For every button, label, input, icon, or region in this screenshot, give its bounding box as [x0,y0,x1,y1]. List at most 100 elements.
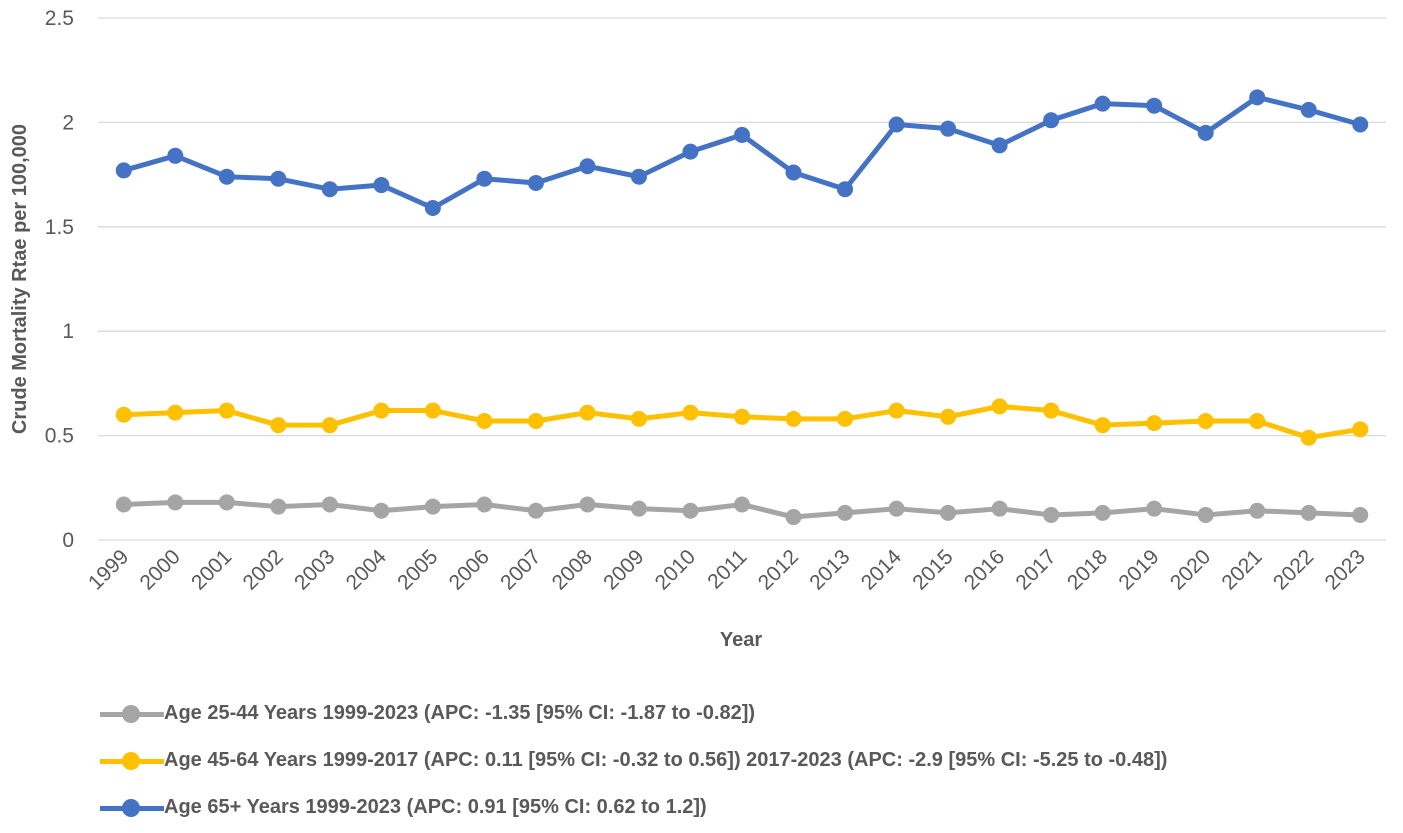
data-point [115,496,132,513]
series-1 [115,398,1369,446]
data-point [270,170,287,187]
data-point [1300,101,1317,118]
data-point [321,417,338,434]
data-point [1197,506,1214,523]
data-point [1043,112,1060,129]
data-point [167,147,184,164]
x-tick-label: 2013 [805,545,854,594]
x-tick-label: 1999 [84,545,133,594]
data-point [424,498,441,515]
x-tick-label: 2017 [1011,545,1060,594]
data-point [1197,412,1214,429]
y-axis-title: Crude Mortality Rtae per 100,000 [9,124,31,434]
series-2 [115,89,1369,217]
data-point [837,504,854,521]
data-point [1352,116,1369,133]
data-point [1249,89,1266,106]
data-point [321,496,338,513]
data-point [218,402,235,419]
data-point [1146,500,1163,517]
data-point [270,417,287,434]
x-tick-label: 2004 [342,545,392,595]
data-point [476,412,493,429]
data-point [527,502,544,519]
data-point [630,410,647,427]
x-tick-label: 2018 [1063,545,1112,594]
data-point [527,174,544,191]
data-point [527,412,544,429]
data-point [218,168,235,185]
y-tick-label: 1 [62,320,74,343]
data-point [1249,412,1266,429]
legend-label: Age 65+ Years 1999-2023 (APC: 0.91 [95% … [164,796,707,818]
gridlines [98,17,1386,541]
y-tick-label: 0.5 [45,425,74,448]
data-point [1249,502,1266,519]
x-tick-label: 2005 [393,545,442,594]
legend-swatch-blue [100,798,164,818]
x-tick-label: 2008 [548,545,597,594]
data-point [1094,95,1111,112]
legend-item-age-45-64: Age 45-64 Years 1999-2017 (APC: 0.11 [95… [100,737,1167,784]
data-point [734,126,750,143]
x-tick-label: 2011 [703,545,751,593]
data-point [940,120,957,137]
x-tick-label: 2012 [754,545,803,594]
x-tick-label: 2016 [960,545,1009,594]
data-point [373,502,390,519]
y-tick-label: 2 [62,111,74,134]
data-point [218,494,235,511]
data-point [270,498,287,515]
data-point [940,504,957,521]
legend-swatch-yellow [100,751,164,771]
y-axis-ticks: 0 0.5 1 1.5 2 2.5 [45,7,74,552]
data-point [167,404,184,421]
data-point [888,116,905,133]
data-point [579,404,596,421]
y-tick-label: 1.5 [45,216,74,239]
y-tick-label: 0 [62,529,74,552]
x-axis-ticks: 1999 2000 2001 2002 2003 2004 2005 2006 2007 2008… [84,545,1370,595]
data-point [785,164,802,181]
data-point [1352,421,1369,438]
data-point [734,496,750,513]
y-tick-label: 2.5 [45,7,74,30]
series-lines [115,89,1369,526]
x-tick-label: 2022 [1269,545,1318,594]
data-point [1300,504,1317,521]
data-point [373,177,390,194]
legend: Age 25-44 Years 1999-2023 (APC: -1.35 [9… [100,690,1167,831]
data-point [837,410,854,427]
x-tick-label: 2009 [599,545,648,594]
data-point [1094,504,1111,521]
data-point [1043,402,1060,419]
data-point [115,162,132,179]
legend-item-age-25-44: Age 25-44 Years 1999-2023 (APC: -1.35 [9… [100,690,1167,737]
x-axis-title: Year [720,629,762,651]
data-point [321,181,338,198]
data-point [888,500,905,517]
data-point [373,402,390,419]
x-tick-label: 2007 [496,545,545,594]
x-tick-label: 2020 [1166,545,1215,594]
data-point [785,410,802,427]
data-point [115,406,132,423]
data-point [630,168,647,185]
data-point [991,137,1008,154]
legend-swatch-gray [100,704,164,724]
x-tick-label: 2002 [239,545,288,594]
data-point [1094,417,1111,434]
data-point [476,170,493,187]
data-point [1146,415,1163,432]
data-point [1146,97,1163,114]
data-point [424,200,441,217]
data-point [837,181,854,198]
data-point [682,502,699,519]
data-point [785,509,802,526]
series-line [121,94,1363,211]
data-point [682,143,699,160]
data-point [1300,429,1317,446]
data-point [1352,506,1369,523]
data-point [579,158,596,175]
data-point [630,500,647,517]
